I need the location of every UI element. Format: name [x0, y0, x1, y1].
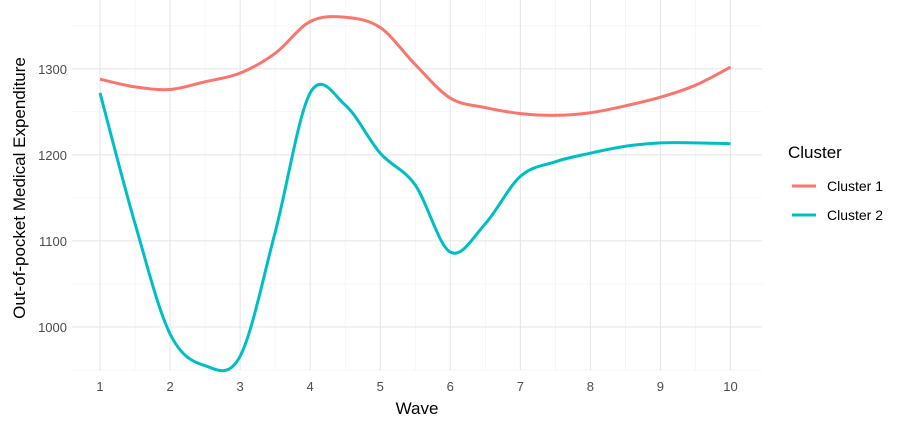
legend: Cluster Cluster 1 Cluster 2: [788, 143, 883, 223]
series-line-cluster-1: [99, 15, 732, 117]
series-line-cluster-2: [98, 82, 731, 373]
minor-gridlines: [72, 0, 762, 371]
series-lines: [98, 15, 732, 373]
legend-label-cluster-1: Cluster 1: [827, 178, 883, 194]
y-tick-label: 1200: [38, 148, 67, 163]
major-gridlines: [72, 0, 762, 370]
x-tick-label: 8: [587, 379, 594, 394]
x-tick-label: 1: [96, 379, 103, 394]
legend-items: Cluster 1 Cluster 2: [792, 178, 883, 223]
x-tick-label: 2: [166, 379, 173, 394]
x-tick-label: 3: [237, 379, 244, 394]
y-tick-label: 1300: [38, 62, 67, 77]
y-tick-label: 1100: [39, 234, 67, 249]
x-tick-label: 9: [657, 379, 664, 394]
x-axis-title: Wave: [396, 399, 439, 418]
x-tick-label: 5: [377, 379, 384, 394]
x-tick-label: 4: [307, 379, 314, 394]
x-tick-label: 10: [723, 379, 737, 394]
x-tick-label: 7: [517, 379, 524, 394]
x-axis-ticks: 1 2 3 4 5 6 7 8 9 10: [96, 379, 737, 394]
legend-label-cluster-2: Cluster 2: [827, 207, 883, 223]
y-axis-ticks: 1000 1100 1200 1300: [38, 62, 67, 335]
legend-title: Cluster: [788, 143, 842, 162]
y-tick-label: 1000: [38, 320, 67, 335]
y-axis-title: Out-of-pocket Medical Expenditure: [10, 57, 29, 319]
x-tick-label: 6: [447, 379, 454, 394]
